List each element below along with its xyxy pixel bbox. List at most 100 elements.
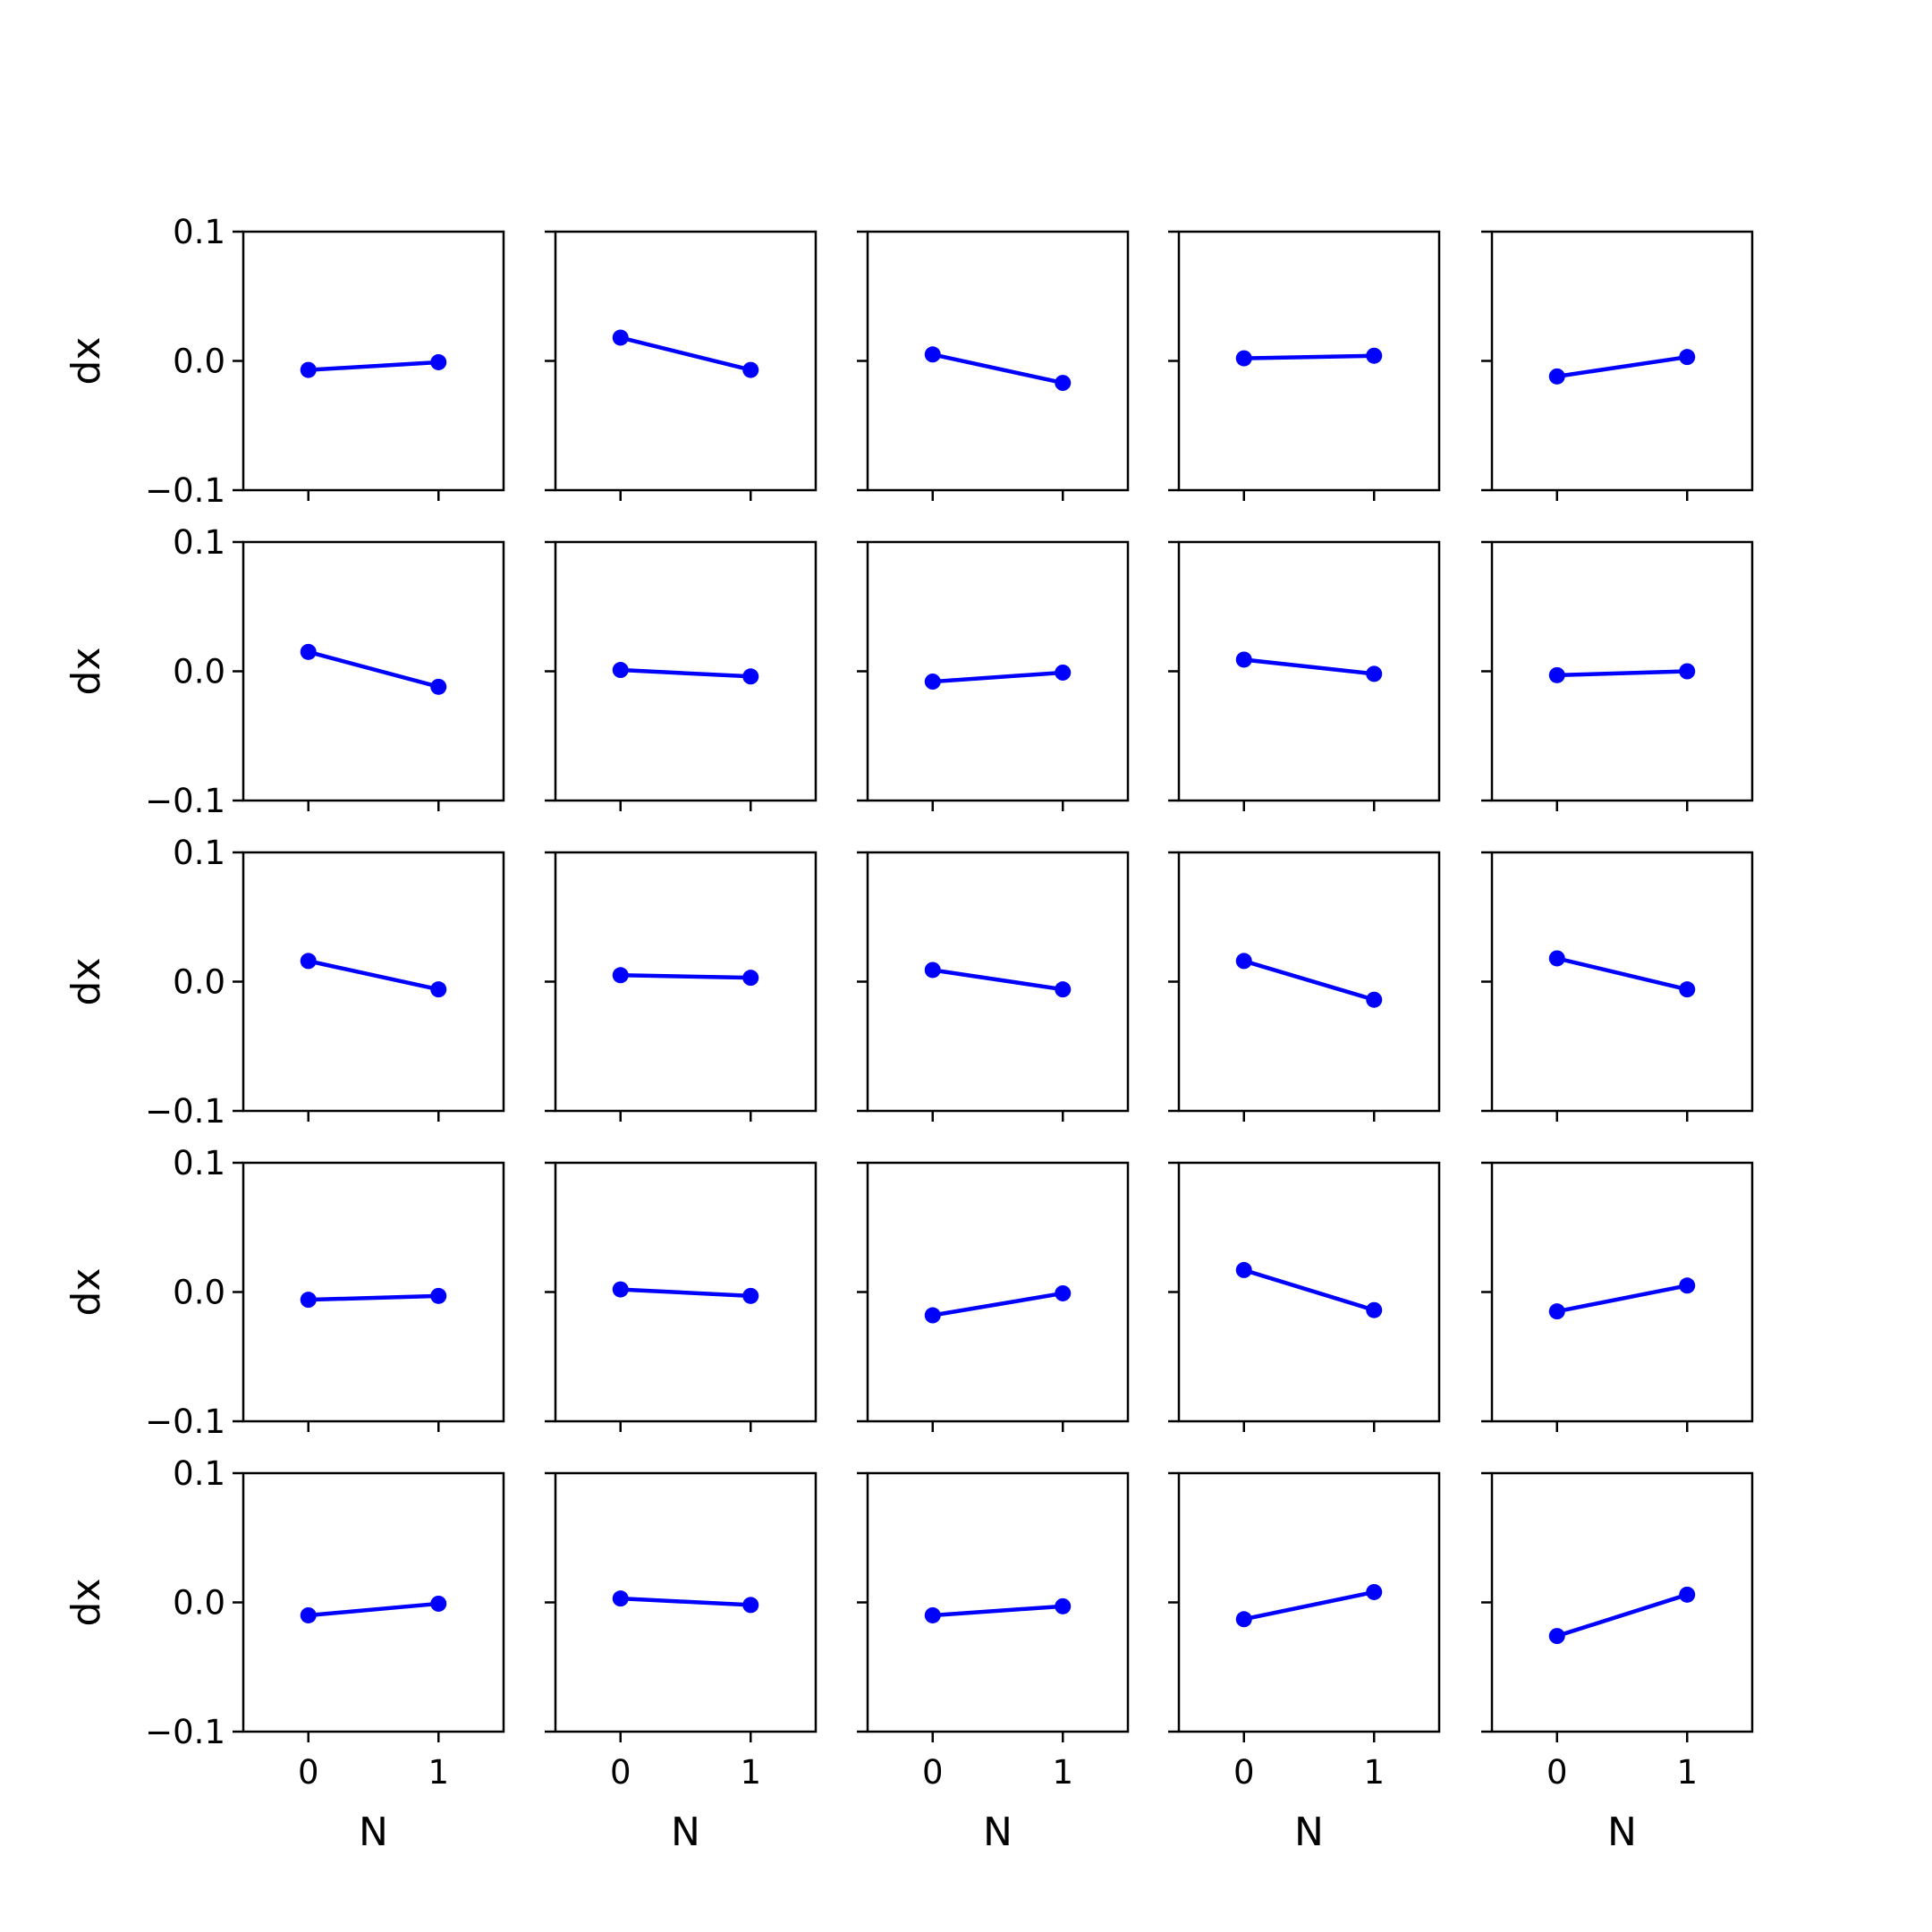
- panel-r3-c2: [545, 851, 818, 1122]
- data-point: [742, 1287, 759, 1304]
- y-axis-label: dx: [64, 958, 109, 1006]
- series-line: [932, 1604, 1063, 1618]
- series-line: [620, 973, 751, 980]
- panel-r2-c5: [1481, 540, 1754, 811]
- y-tick-label: 0.1: [173, 1144, 225, 1182]
- panel-r3-c4: [1168, 851, 1441, 1122]
- data-point: [612, 329, 629, 346]
- data-point: [742, 970, 759, 987]
- data-point: [1235, 953, 1252, 970]
- panel-r1-c4: [1168, 230, 1441, 501]
- data-point: [1055, 1284, 1072, 1301]
- y-tick-label: 0.1: [173, 523, 225, 562]
- data-point: [1679, 349, 1696, 366]
- x-tick-label: 0: [922, 1753, 944, 1792]
- data-point: [924, 346, 941, 363]
- axes-frame: [242, 1161, 505, 1423]
- series-line: [1556, 1284, 1688, 1314]
- axes-frame: [242, 851, 505, 1113]
- series-line: [620, 667, 751, 679]
- data-point: [1235, 1261, 1252, 1278]
- data-point: [1235, 1611, 1252, 1628]
- y-tick-label: 0.0: [173, 1274, 225, 1312]
- y-axis-label: dx: [64, 648, 109, 696]
- series-line: [1243, 1267, 1375, 1312]
- data-point: [300, 1292, 317, 1309]
- axes-frame: [242, 1471, 505, 1733]
- x-tick-label: 1: [1676, 1753, 1698, 1792]
- data-point: [1235, 350, 1252, 367]
- x-tick-label: 1: [428, 1753, 449, 1792]
- x-axis-label: N: [983, 1809, 1013, 1855]
- data-point: [612, 662, 629, 679]
- data-point: [1055, 664, 1072, 681]
- x-tick-label: 1: [740, 1753, 761, 1792]
- panel-r2-c3: [857, 540, 1130, 811]
- panel-r4-c1: 0.1 0.0 −0.1 dx: [64, 1144, 505, 1441]
- series-line: [932, 352, 1063, 386]
- axes-frame: [866, 230, 1130, 492]
- x-tick-label: 0: [298, 1753, 319, 1792]
- panel-r5-c5: 0 1N: [1481, 1471, 1754, 1855]
- axes-frame: [1490, 851, 1754, 1113]
- panel-r1-c1: 0.1 0.0 −0.1 dx: [64, 213, 505, 510]
- data-point: [430, 1287, 447, 1304]
- data-point: [742, 668, 759, 685]
- y-tick-label: 0.1: [173, 834, 225, 872]
- data-point: [1366, 347, 1383, 364]
- data-point: [924, 1307, 941, 1324]
- y-tick-label: 0.1: [173, 1454, 225, 1493]
- series-line: [1556, 669, 1688, 678]
- panel-r5-c1: 0.1 0.0 −0.1 0 1 dx N: [64, 1454, 505, 1855]
- panel-r3-c1: 0.1 0.0 −0.1 dx: [64, 834, 505, 1131]
- series-line: [1243, 657, 1375, 676]
- data-point: [1366, 665, 1383, 682]
- data-point: [742, 1597, 759, 1614]
- series-line: [1243, 959, 1375, 1002]
- series-line: [932, 968, 1063, 992]
- series-line: [308, 959, 439, 992]
- data-point: [1548, 950, 1565, 967]
- x-tick-label: 0: [1546, 1753, 1568, 1792]
- series-line: [1243, 1589, 1375, 1622]
- data-point: [612, 1590, 629, 1607]
- series-line: [1556, 1592, 1688, 1639]
- data-point: [1548, 666, 1565, 683]
- axes-frame: [1177, 230, 1441, 492]
- y-tick-label: 0.0: [173, 963, 225, 1002]
- data-point: [1235, 651, 1252, 668]
- series-line: [308, 1293, 439, 1302]
- axes-frame: [1490, 1471, 1754, 1733]
- data-point: [612, 967, 629, 984]
- data-point: [1055, 375, 1072, 392]
- panel-r4-c2: [545, 1161, 818, 1432]
- series-line: [308, 1601, 439, 1618]
- panel-r4-c5: [1481, 1161, 1754, 1432]
- data-point: [430, 1595, 447, 1612]
- data-point: [924, 1606, 941, 1623]
- y-axis-label: dx: [64, 1579, 109, 1627]
- data-point: [1679, 981, 1696, 998]
- panel-r4-c4: [1168, 1161, 1441, 1432]
- y-tick-label: −0.1: [145, 471, 225, 510]
- data-point: [1055, 981, 1072, 998]
- y-tick-label: −0.1: [145, 782, 225, 820]
- series-line: [620, 335, 751, 372]
- y-axis-label: dx: [64, 1268, 109, 1317]
- series-line: [620, 1287, 751, 1299]
- axes-frame: [1177, 1471, 1441, 1733]
- axes-frame: [866, 1471, 1130, 1733]
- axes-frame: [1490, 230, 1754, 492]
- panel-r2-c4: [1168, 540, 1441, 811]
- panel-r3-c5: [1481, 851, 1754, 1122]
- y-tick-label: −0.1: [145, 1402, 225, 1441]
- x-tick-label: 0: [610, 1753, 631, 1792]
- panel-r5-c3: 0 1N: [857, 1471, 1130, 1855]
- series-line: [620, 1596, 751, 1607]
- data-point: [924, 962, 941, 979]
- data-point: [1366, 1583, 1383, 1600]
- data-point: [612, 1281, 629, 1298]
- panel-r2-c1: 0.1 0.0 −0.1 dx: [64, 523, 505, 820]
- data-point: [430, 678, 447, 695]
- panel-r2-c2: [545, 540, 818, 811]
